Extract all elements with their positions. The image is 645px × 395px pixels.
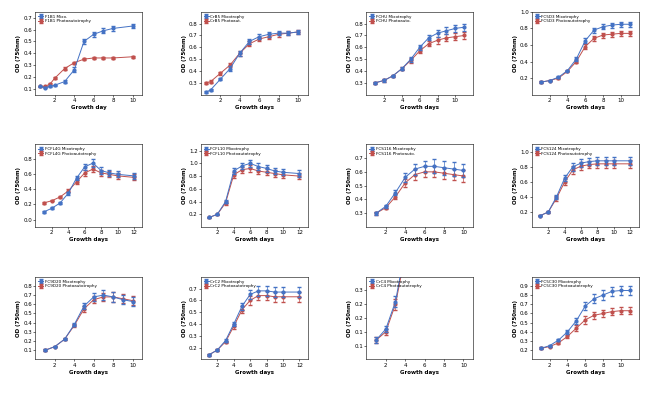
Legend: FCFL10 Mixotrophy, FCFL10 Photoautotrophy: FCFL10 Mixotrophy, FCFL10 Photoautotroph… xyxy=(203,147,262,157)
Y-axis label: OD (750nm): OD (750nm) xyxy=(16,167,21,204)
X-axis label: Growth day: Growth day xyxy=(71,105,106,110)
Y-axis label: OD (750nm): OD (750nm) xyxy=(513,167,518,204)
Legend: FCS124 Mixotrophy, FCS124 Photoautotrophy: FCS124 Mixotrophy, FCS124 Photoautotroph… xyxy=(534,147,593,157)
Legend: CrC4 Mixotrophy, CrC4 Photoautotrophy: CrC4 Mixotrophy, CrC4 Photoautotrophy xyxy=(368,279,422,289)
Legend: FC5D3 Mixotrophy, FC5D3 Photoautotrophy: FC5D3 Mixotrophy, FC5D3 Photoautotrophy xyxy=(534,14,591,24)
Legend: F1B1 Mixo., F1B1 Photoautotrophy: F1B1 Mixo., F1B1 Photoautotrophy xyxy=(37,14,92,24)
Legend: FC5C30 Mixotrophy, FC5C30 Photoautotrophy: FC5C30 Mixotrophy, FC5C30 Photoautotroph… xyxy=(534,279,593,289)
Legend: CrB5 Mixotrophy, CrB5 Photoaut.: CrB5 Mixotrophy, CrB5 Photoaut. xyxy=(203,14,245,24)
X-axis label: Growth days: Growth days xyxy=(566,105,604,110)
X-axis label: Growth days: Growth days xyxy=(401,105,439,110)
X-axis label: Growth days: Growth days xyxy=(566,370,604,375)
Legend: CrC2 Mixotrophy, CrC2 Photoautotrophy: CrC2 Mixotrophy, CrC2 Photoautotrophy xyxy=(203,279,257,289)
Legend: FCHU Mixotrophy, FCHU Photoauto.: FCHU Mixotrophy, FCHU Photoauto. xyxy=(368,14,412,24)
Y-axis label: OD (750nm): OD (750nm) xyxy=(513,35,518,72)
X-axis label: Growth days: Growth days xyxy=(235,105,273,110)
Legend: FC9D20 Mixotrophy, FC9D20 Photoautotrophy: FC9D20 Mixotrophy, FC9D20 Photoautotroph… xyxy=(37,279,97,289)
Legend: FCS116 Mixotrophy, FCS116 Photoauto.: FCS116 Mixotrophy, FCS116 Photoauto. xyxy=(368,147,416,157)
Y-axis label: OD (750nm): OD (750nm) xyxy=(16,299,21,337)
Y-axis label: OD (750nm): OD (750nm) xyxy=(182,35,187,72)
X-axis label: Growth days: Growth days xyxy=(401,237,439,242)
Y-axis label: OD (750nm): OD (750nm) xyxy=(348,167,352,204)
Y-axis label: OD (750nm): OD (750nm) xyxy=(348,35,352,72)
Y-axis label: OD (750nm): OD (750nm) xyxy=(513,299,518,337)
X-axis label: Growth days: Growth days xyxy=(235,237,273,242)
X-axis label: Growth days: Growth days xyxy=(401,370,439,375)
Y-axis label: OD (750nm): OD (750nm) xyxy=(348,299,352,337)
Y-axis label: OD (750nm): OD (750nm) xyxy=(16,35,21,72)
X-axis label: Growth days: Growth days xyxy=(566,237,604,242)
X-axis label: Growth days: Growth days xyxy=(70,370,108,375)
X-axis label: Growth days: Growth days xyxy=(235,370,273,375)
Y-axis label: OD (750nm): OD (750nm) xyxy=(182,299,187,337)
Legend: FCFL4G Mixotrophy, FCFL4G Photoautotrophy: FCFL4G Mixotrophy, FCFL4G Photoautotroph… xyxy=(37,147,97,157)
X-axis label: Growth days: Growth days xyxy=(70,237,108,242)
Y-axis label: OD (750nm): OD (750nm) xyxy=(182,167,187,204)
